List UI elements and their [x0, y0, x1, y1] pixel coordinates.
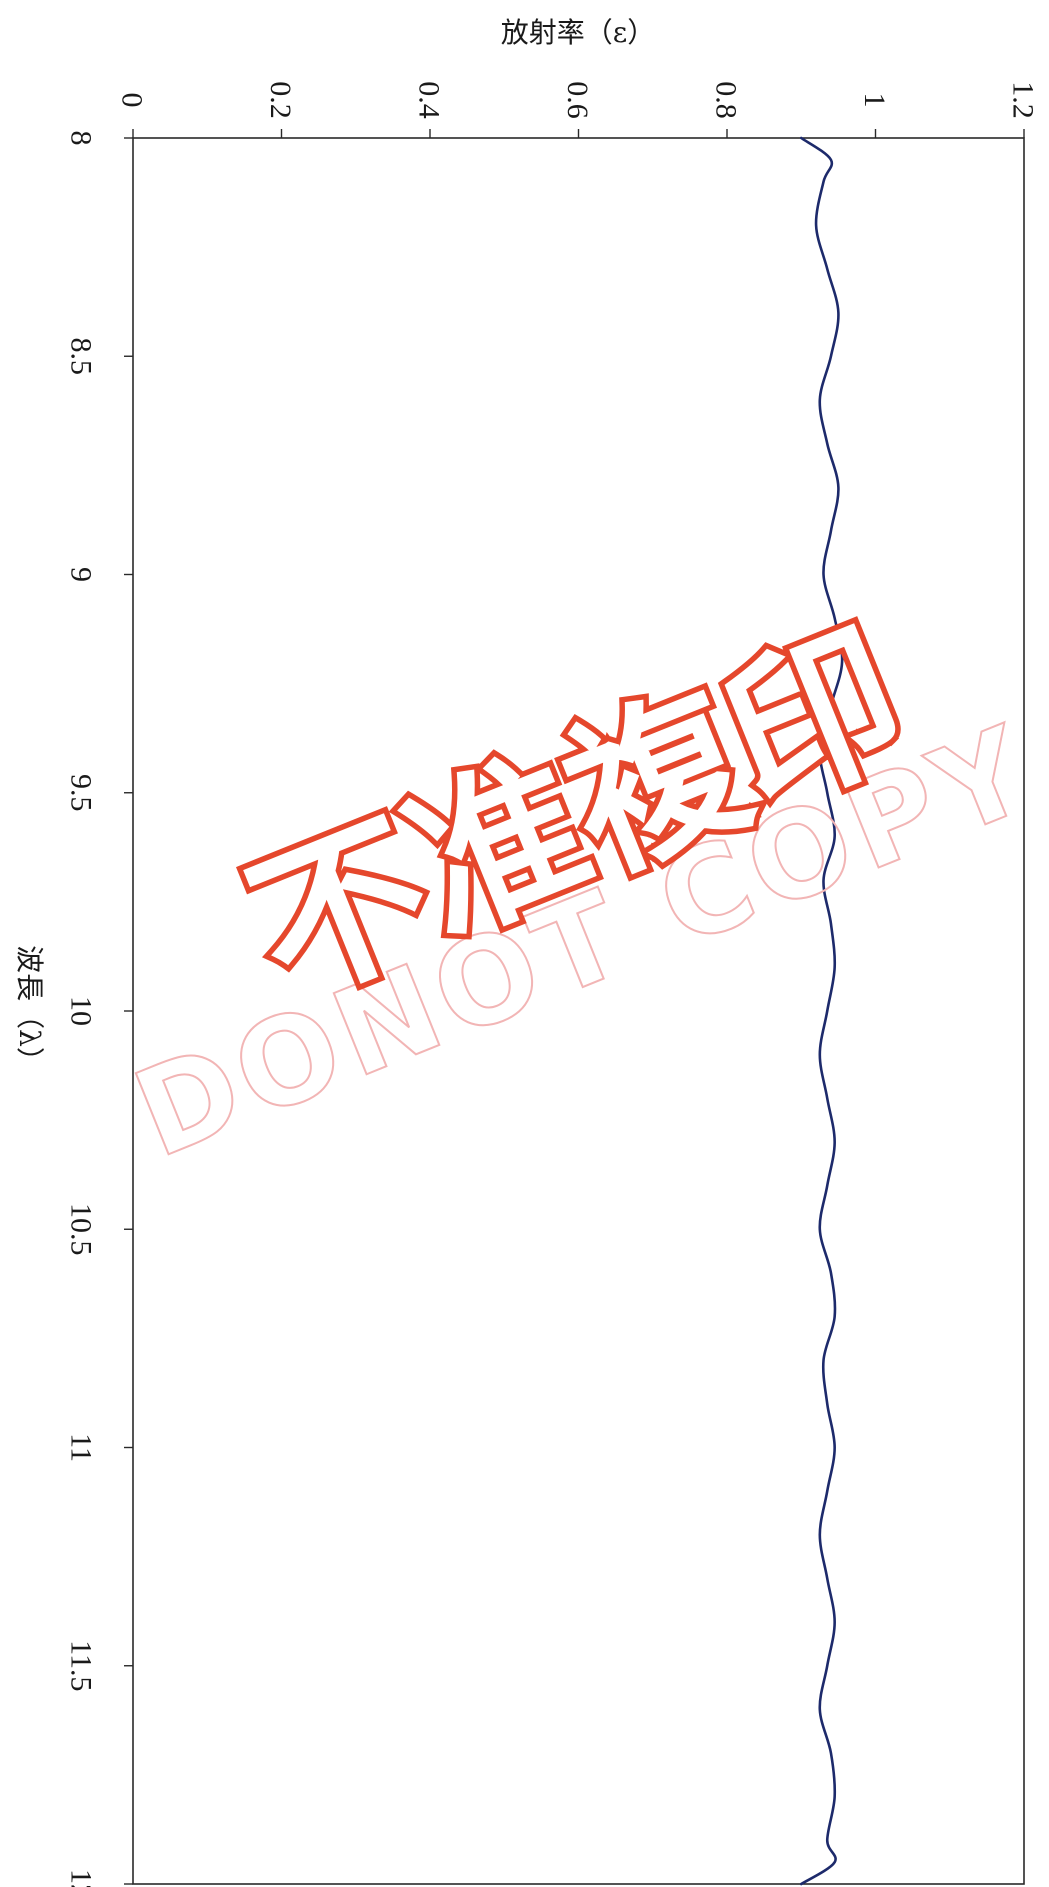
x-tick-label: 12	[65, 1869, 98, 1887]
x-tick-label: 8.5	[65, 338, 98, 376]
watermark: DONOT COPY 不准複印	[116, 592, 1049, 1187]
x-tick-label: 11	[65, 1433, 98, 1462]
y-tick-label: 0.2	[264, 81, 297, 119]
series-layer	[799, 136, 844, 1886]
y-tick-label: 0.8	[710, 81, 743, 119]
x-axis-title: 波長（λ）	[13, 945, 46, 1075]
y-tick-label: 0.6	[561, 81, 594, 119]
x-tick-label: 9	[65, 567, 98, 582]
x-tick-label: 10.5	[65, 1203, 98, 1256]
x-axis-ticks: 8 8.5 9 9.5 10 10.5 11 11.5 12	[65, 131, 133, 1887]
x-tick-label: 10	[65, 996, 98, 1026]
y-tick-label: 0	[116, 93, 149, 108]
x-tick-label: 8	[65, 131, 98, 146]
y-axis-ticks: 0 0.2 0.4 0.6 0.8 1 1.2	[116, 81, 1040, 138]
x-tick-label: 9.5	[65, 774, 98, 812]
y-tick-label: 1.2	[1007, 81, 1040, 119]
y-tick-label: 1	[858, 93, 891, 108]
series-line-0	[799, 136, 844, 1886]
y-axis-title: 放射率（ε）	[501, 16, 656, 49]
y-tick-label: 0.4	[413, 81, 446, 119]
x-tick-label: 11.5	[65, 1640, 98, 1691]
